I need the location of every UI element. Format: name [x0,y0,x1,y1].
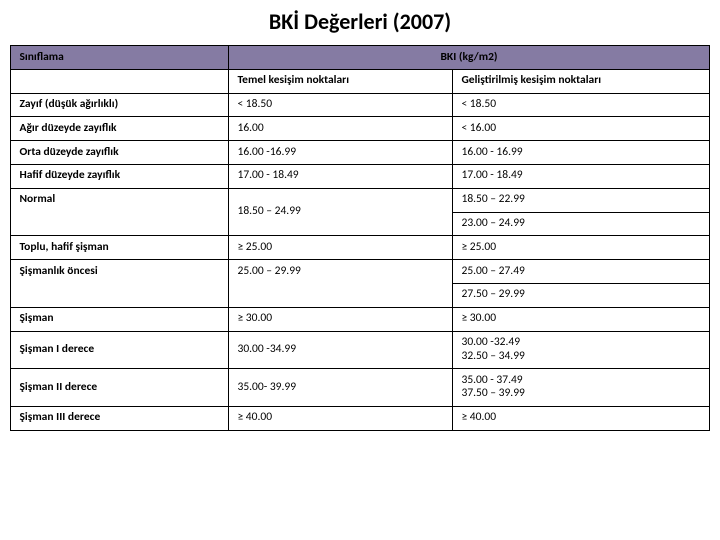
adv-hafif: 17.00 - 18.49 [453,164,709,188]
row-s2: Şişman II derece 35.00- 39.99 35.00 - 37… [11,369,709,407]
label-sisman: Şişman [11,307,229,331]
adv-toplu: ≥ 25.00 [453,236,709,260]
label-hafif: Hafif düzeyde zayıflık [11,164,229,188]
row-normal-1: Normal 18.50 – 24.99 18.50 – 22.99 [11,188,709,212]
bki-table: Sınıflama BKI (kg/m2) Temel kesişim nokt… [10,45,709,431]
basic-sisman: ≥ 30.00 [229,307,453,331]
adv-oncesi-1: 25.00 – 27.49 [453,260,709,284]
label-normal: Normal [11,188,229,236]
row-orta: Orta düzeyde zayıflık 16.00 -16.99 16.00… [11,141,709,165]
label-s1: Şişman I derece [11,331,229,369]
adv-s1: 30.00 -32.49 32.50 – 34.99 [453,331,709,369]
adv-zayif: < 18.50 [453,93,709,117]
basic-zayif: < 18.50 [229,93,453,117]
adv-agir: < 16.00 [453,117,709,141]
row-sisman: Şişman ≥ 30.00 ≥ 30.00 [11,307,709,331]
adv-sisman: ≥ 30.00 [453,307,709,331]
header-bki: BKI (kg/m2) [229,46,709,70]
header-basic-cut: Temel kesişim noktaları [229,69,453,93]
basic-s3: ≥ 40.00 [229,406,453,430]
row-oncesi-1: Şişmanlık öncesi 25.00 – 29.99 25.00 – 2… [11,260,709,284]
basic-agir: 16.00 [229,117,453,141]
adv-s3: ≥ 40.00 [453,406,709,430]
row-hafif: Hafif düzeyde zayıflık 17.00 - 18.49 17.… [11,164,709,188]
label-orta: Orta düzeyde zayıflık [11,141,229,165]
basic-orta: 16.00 -16.99 [229,141,453,165]
adv-normal-2: 23.00 – 24.99 [453,212,709,236]
basic-s1: 30.00 -34.99 [229,331,453,369]
basic-hafif: 17.00 - 18.49 [229,164,453,188]
adv-orta: 16.00 - 16.99 [453,141,709,165]
label-s3: Şişman III derece [11,406,229,430]
row-agir: Ağır düzeyde zayıflık 16.00 < 16.00 [11,117,709,141]
header-row-1: Sınıflama BKI (kg/m2) [11,46,709,70]
row-s3: Şişman III derece ≥ 40.00 ≥ 40.00 [11,406,709,430]
row-toplu: Toplu, hafif şişman ≥ 25.00 ≥ 25.00 [11,236,709,260]
header-classification: Sınıflama [11,46,229,70]
adv-oncesi-2: 27.50 – 29.99 [453,283,709,307]
row-s1: Şişman I derece 30.00 -34.99 30.00 -32.4… [11,331,709,369]
label-agir: Ağır düzeyde zayıflık [11,117,229,141]
label-toplu: Toplu, hafif şişman [11,236,229,260]
page-title: BKİ Değerleri (2007) [0,0,720,45]
adv-normal-1: 18.50 – 22.99 [453,188,709,212]
label-oncesi: Şişmanlık öncesi [11,260,229,308]
header-row-2: Temel kesişim noktaları Geliştirilmiş ke… [11,69,709,93]
basic-normal: 18.50 – 24.99 [229,188,453,236]
basic-oncesi: 25.00 – 29.99 [229,260,453,308]
blank-cell [11,69,229,93]
label-s2: Şişman II derece [11,369,229,407]
basic-s2: 35.00- 39.99 [229,369,453,407]
adv-s2: 35.00 - 37.49 37.50 – 39.99 [453,369,709,407]
basic-toplu: ≥ 25.00 [229,236,453,260]
header-adv-cut: Geliştirilmiş kesişim noktaları [453,69,709,93]
row-zayif: Zayıf (düşük ağırlıklı) < 18.50 < 18.50 [11,93,709,117]
label-zayif: Zayıf (düşük ağırlıklı) [11,93,229,117]
